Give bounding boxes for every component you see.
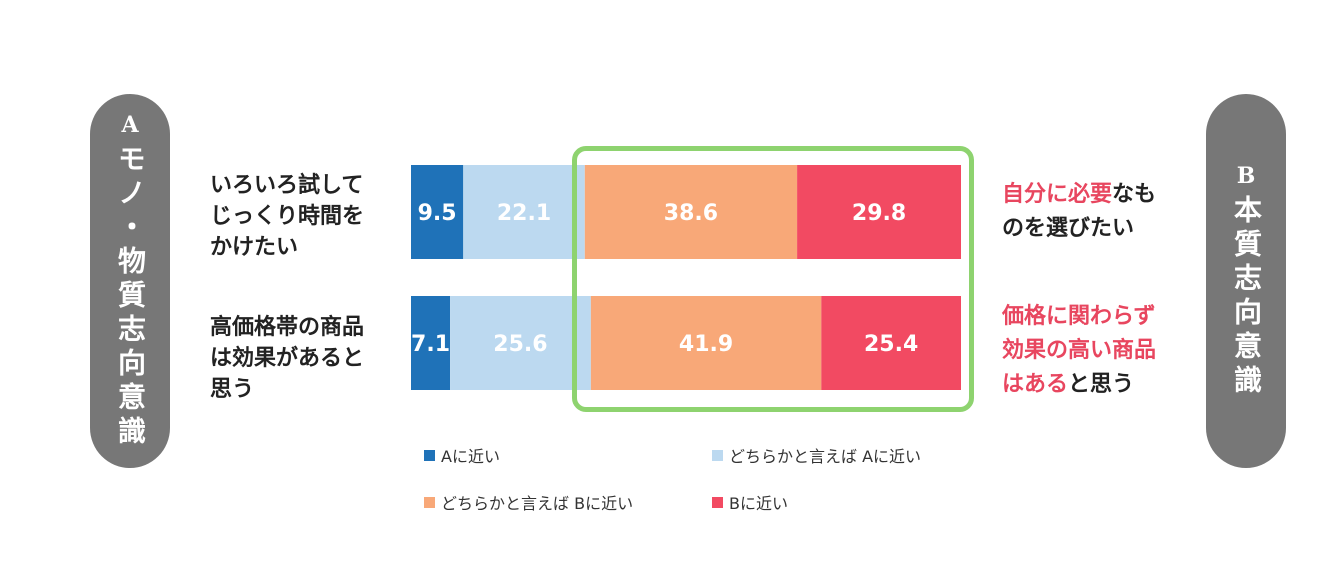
row-2-right-line: はあると思う bbox=[1002, 368, 1192, 402]
row-1-left-line: じっくり時間を bbox=[210, 204, 365, 229]
row-1-right-line: 自分に必要なも bbox=[1002, 178, 1192, 212]
row-2-right-line: 効果の高い商品 bbox=[1002, 334, 1192, 368]
highlight-box bbox=[572, 146, 974, 412]
bar-value-label: 29.8 bbox=[852, 201, 906, 226]
row-1-right-label: 自分に必要なも のを選びたい bbox=[1002, 178, 1192, 246]
row-2-left-line: は効果があると bbox=[210, 346, 365, 371]
legend-swatch bbox=[712, 496, 723, 508]
right-text-highlight: 自分に必要 bbox=[1002, 182, 1113, 207]
legend-swatch bbox=[424, 449, 435, 461]
right-text-plain: と思う bbox=[1068, 372, 1135, 397]
bar-value-label: 7.1 bbox=[411, 332, 450, 357]
pill-b-letter: B bbox=[1236, 163, 1256, 189]
legend-item-1: Aに近い bbox=[424, 443, 500, 467]
right-text-plain: のを選びたい bbox=[1002, 216, 1135, 241]
right-text-highlight: 効果の高い商品 bbox=[1002, 338, 1157, 363]
right-text-highlight: 価格に関わらず bbox=[1002, 304, 1156, 329]
legend-item-3: どちらかと言えば Bに近い bbox=[424, 490, 633, 514]
bar-segment bbox=[463, 165, 585, 259]
bar-segment bbox=[584, 165, 798, 259]
bar-value-label: 38.6 bbox=[664, 201, 718, 226]
bar-segment bbox=[821, 296, 961, 390]
row-2-left-line: 思う bbox=[210, 377, 255, 402]
right-text-highlight: はある bbox=[1002, 372, 1069, 397]
legend-swatch bbox=[424, 496, 435, 508]
bar-value-label: 22.1 bbox=[497, 201, 551, 226]
legend-swatch bbox=[712, 449, 723, 461]
bar-segment bbox=[590, 296, 822, 390]
bar-value-label: 41.9 bbox=[679, 332, 733, 357]
legend-item-4: Bに近い bbox=[712, 490, 788, 514]
bar-segment bbox=[450, 296, 591, 390]
row-2-right-label: 価格に関わらず 効果の高い商品 はあると思う bbox=[1002, 300, 1192, 402]
legend-item-2: どちらかと言えば Aに近い bbox=[712, 443, 921, 467]
right-text-plain: なも bbox=[1112, 182, 1157, 207]
row-1-left-label: いろいろ試して じっくり時間を かけたい bbox=[210, 170, 395, 263]
pill-b-text: 本質志向意識 bbox=[1230, 195, 1263, 399]
legend-label: Bに近い bbox=[729, 494, 788, 513]
bar-value-label: 25.6 bbox=[493, 332, 547, 357]
row-2-left-line: 高価格帯の商品 bbox=[210, 315, 365, 340]
legend-label: どちらかと言えば Aに近い bbox=[729, 447, 922, 466]
row-1-left-line: いろいろ試して bbox=[210, 173, 364, 198]
row-2-left-label: 高価格帯の商品 は効果があると 思う bbox=[210, 312, 395, 405]
row-1-right-line: のを選びたい bbox=[1002, 212, 1192, 246]
legend-label: Aに近い bbox=[441, 447, 500, 466]
pill-a-letter: A bbox=[121, 112, 139, 138]
pill-b: B 本質志向意識 bbox=[1206, 94, 1286, 468]
row-1-left-line: かけたい bbox=[210, 235, 299, 260]
bar-value-label: 25.4 bbox=[864, 332, 918, 357]
pill-a-text: モノ・物質志向意識 bbox=[114, 144, 147, 450]
bar-segment bbox=[411, 165, 464, 259]
pill-a: A モノ・物質志向意識 bbox=[90, 94, 170, 468]
bar-segment bbox=[797, 165, 961, 259]
bar-value-label: 9.5 bbox=[418, 201, 457, 226]
legend-label: どちらかと言えば Bに近い bbox=[441, 494, 634, 513]
row-2-right-line: 価格に関わらず bbox=[1002, 300, 1192, 334]
bar-segment bbox=[411, 296, 451, 390]
